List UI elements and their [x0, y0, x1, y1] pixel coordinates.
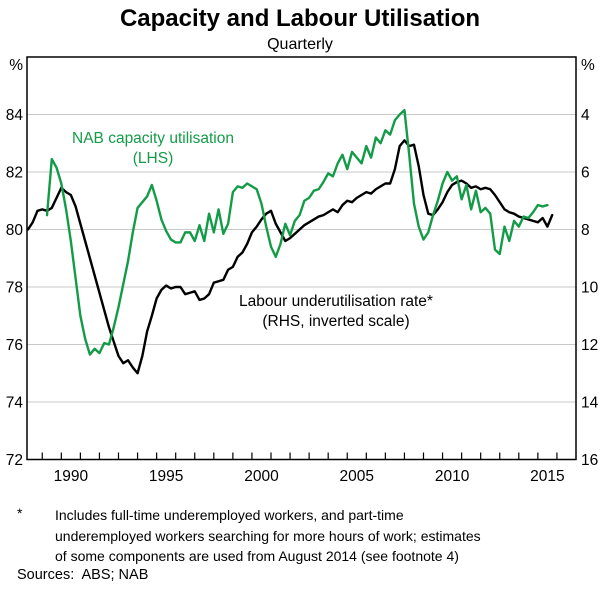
x-axis-label: 2000 — [244, 468, 279, 485]
left-axis-label: 82 — [6, 165, 23, 182]
left-axis-unit: % — [9, 57, 23, 74]
x-axis-label: 2005 — [340, 468, 374, 485]
sources-line: Sources: ABS; NAB — [17, 567, 149, 583]
left-axis-label: 74 — [6, 395, 24, 412]
footnote-text: Includes full-time underemployed workers… — [55, 505, 575, 567]
footnote-line: Includes full-time underemployed workers… — [55, 507, 404, 523]
right-axis-label: 16 — [581, 452, 598, 469]
left-axis-label: 80 — [6, 222, 24, 239]
footnote-asterisk: * — [17, 505, 23, 521]
labour-underutilisation-rate-line — [26, 139, 554, 375]
right-axis-label: 12 — [581, 337, 598, 354]
chart-subtitle: Quarterly — [267, 36, 333, 53]
x-axis-label: 2010 — [435, 468, 470, 485]
x-axis-label: 2015 — [530, 468, 564, 485]
x-axis-label: 1995 — [149, 468, 183, 485]
nab-capacity-utilisation-line — [45, 108, 549, 356]
right-axis-label: 6 — [581, 165, 590, 182]
right-axis-label: 10 — [581, 280, 599, 297]
footnote-line: underemployed workers searching for more… — [55, 527, 481, 544]
chart-canvas: 1990 1995 2000 2005 2010 2015 84 82 80 78 76 74 72 4 6… — [6, 56, 599, 485]
left-axis-label: 72 — [6, 452, 23, 469]
x-axis-label: 1990 — [54, 468, 89, 485]
right-axis-label: 4 — [581, 107, 590, 124]
right-axis-label: 8 — [581, 222, 590, 239]
left-axis-label: 84 — [6, 107, 24, 124]
left-axis-label: 76 — [6, 337, 23, 354]
footnote-line: of some components are used from August … — [55, 548, 459, 564]
right-axis-label: 14 — [581, 395, 599, 412]
left-axis-label: 78 — [6, 280, 23, 297]
plot-border — [26, 56, 577, 461]
chart-title: Capacity and Labour Utilisation — [119, 5, 481, 32]
right-axis-unit: % — [581, 57, 595, 74]
